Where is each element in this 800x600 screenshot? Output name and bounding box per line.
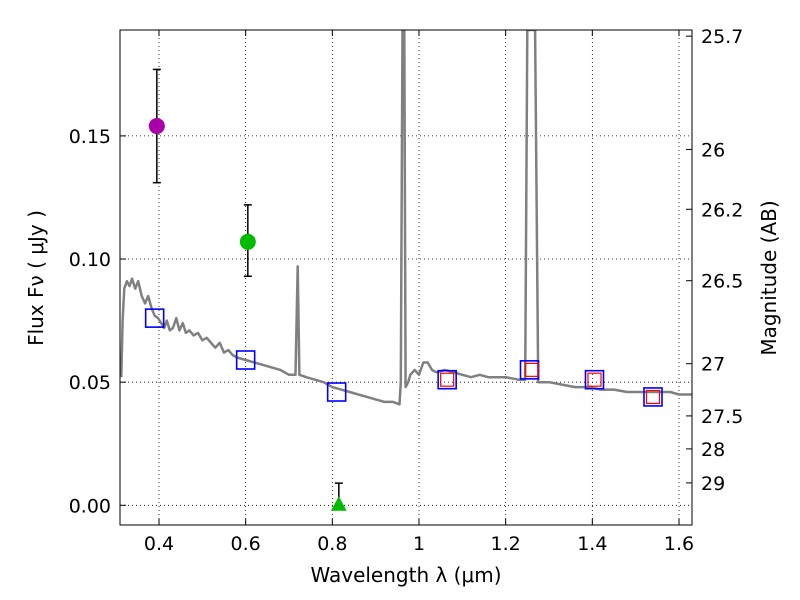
observed-square-marker xyxy=(524,362,539,377)
mag-tick-label: 27.5 xyxy=(701,406,743,428)
x-tick-label: 0.6 xyxy=(231,533,261,555)
y-tick-label: 0.05 xyxy=(69,372,111,394)
y-axis-label-left: Flux Fν ( μJy ) xyxy=(24,210,48,346)
model-square-marker xyxy=(144,308,165,328)
y-axis-label-right: Magnitude (AB) xyxy=(757,200,781,355)
observed-point xyxy=(148,118,165,135)
observed-square-marker xyxy=(587,372,602,387)
x-tick-label: 1 xyxy=(413,533,425,555)
mag-tick-label: 29 xyxy=(701,473,725,495)
markers xyxy=(144,68,663,511)
observed-square-marker xyxy=(440,372,455,387)
observed-point xyxy=(239,233,256,250)
x-axis-label: Wavelength λ (μm) xyxy=(310,563,501,587)
mag-tick-label: 27 xyxy=(701,354,725,376)
y-tick-label: 0.10 xyxy=(69,249,111,271)
model-square-marker xyxy=(584,369,605,390)
mag-tick-label: 26.2 xyxy=(701,199,743,221)
x-tick-label: 1.6 xyxy=(664,533,694,555)
model-square-marker xyxy=(437,369,457,390)
x-tick-label: 1.4 xyxy=(577,533,607,555)
ticks: 0.4 0.6 0.8 1 1.2 1.4 1.6 0.00 0.05 0.10 0.15 25.7 2… xyxy=(69,26,744,555)
y-tick-label: 0.00 xyxy=(69,495,111,517)
model-square-marker xyxy=(235,350,256,370)
x-tick-label: 0.4 xyxy=(144,533,174,555)
mag-tick-label: 26.5 xyxy=(701,271,743,293)
spectrum-line xyxy=(120,30,692,406)
mag-tick-label: 25.7 xyxy=(701,26,743,48)
x-tick-label: 1.2 xyxy=(491,533,521,555)
x-tick-label: 0.8 xyxy=(317,533,347,555)
grid xyxy=(120,30,692,525)
upper-limit-triangle xyxy=(330,496,347,511)
model-square-marker xyxy=(643,387,663,407)
model-spectrum xyxy=(120,30,692,406)
plot-frame xyxy=(119,29,693,526)
mag-tick-label: 28 xyxy=(701,439,725,461)
y-tick-label: 0.15 xyxy=(69,126,111,148)
model-square-marker xyxy=(326,382,347,402)
observed-square-marker xyxy=(645,389,661,405)
mag-tick-label: 26 xyxy=(701,139,725,161)
